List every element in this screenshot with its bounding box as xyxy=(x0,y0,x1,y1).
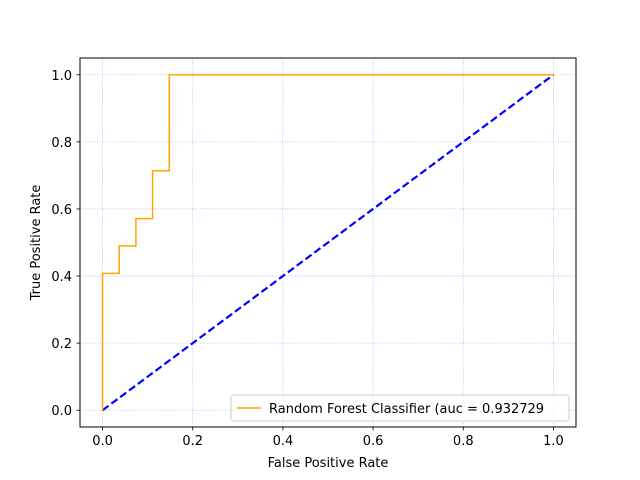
roc-curve-random-forest xyxy=(101,74,554,411)
legend: Random Forest Classifier (auc = 0.932729 xyxy=(230,394,570,422)
diagonal-baseline-line xyxy=(101,73,555,412)
legend-box xyxy=(230,394,570,422)
y-tick-label-3: 0.6 xyxy=(51,203,72,218)
x-tick-label-1: 0.2 xyxy=(182,434,203,449)
x-tick-label-2: 0.4 xyxy=(273,434,294,449)
y-tick-label-4: 0.8 xyxy=(51,136,72,151)
y-axis-title: True Positive Rate xyxy=(29,185,44,302)
plot-frame xyxy=(79,57,577,428)
y-tick-label-5: 1.0 xyxy=(51,69,72,84)
legend-label-random-forest: Random Forest Classifier (auc = 0.932729 xyxy=(269,402,544,417)
x-axis-title: False Positive Rate xyxy=(268,456,389,471)
series xyxy=(101,73,555,412)
ticks: 0.0 0.2 0.4 0.6 0.8 1.0 0.0 0.2 0.4 0.6 0.8 1.0 xyxy=(51,69,563,449)
x-tick-label-3: 0.6 xyxy=(363,434,384,449)
x-tick-label-4: 0.8 xyxy=(453,434,474,449)
y-tick-label-2: 0.4 xyxy=(51,270,72,285)
y-tick-label-1: 0.2 xyxy=(51,337,72,352)
x-tick-label-5: 1.0 xyxy=(543,434,564,449)
y-tick-label-0: 0.0 xyxy=(51,404,72,419)
x-tick-label-0: 0.0 xyxy=(92,434,113,449)
